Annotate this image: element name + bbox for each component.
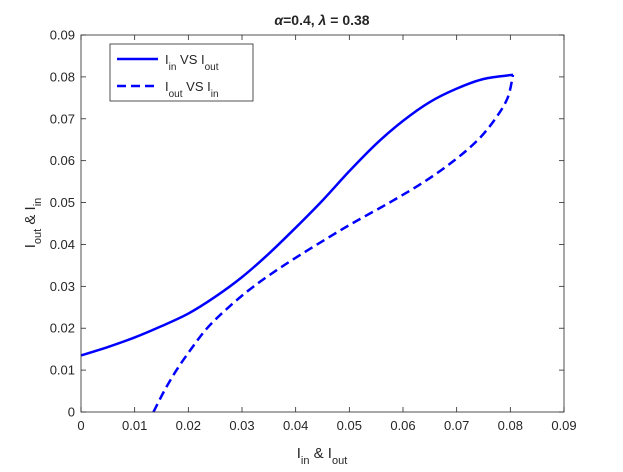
y-tick-label: 0.02 <box>50 321 75 336</box>
y-tick-label: 0.08 <box>50 69 75 84</box>
series-line-dashed <box>152 74 515 413</box>
y-tick-label: 0.01 <box>50 363 75 378</box>
y-tick-label: 0.09 <box>50 28 75 43</box>
series-line-solid <box>80 73 514 357</box>
x-tick-label: 0.05 <box>337 418 362 433</box>
x-tick-label: 0.06 <box>390 418 415 433</box>
x-tick-label: 0.04 <box>283 418 308 433</box>
axes-box <box>80 34 565 413</box>
y-tick-label: 0.05 <box>50 195 75 210</box>
x-axis-label: Iin & Iout <box>297 445 348 467</box>
y-tick-label: 0.06 <box>50 153 75 168</box>
legend: Iin VS Iout Iout VS Iin <box>109 43 254 102</box>
x-tick-label: 0.03 <box>229 418 254 433</box>
y-tick-label: 0.03 <box>50 279 75 294</box>
x-tick-label: 0.08 <box>498 418 523 433</box>
chart-title: α=0.4, λ = 0.38 <box>274 12 369 28</box>
y-tick-label: 0.04 <box>50 237 75 252</box>
y-tick-label: 0.07 <box>50 111 75 126</box>
series-layer <box>80 73 515 413</box>
x-tick-label: 0.09 <box>551 418 576 433</box>
y-tick-label: 0 <box>68 405 75 420</box>
x-tick-label: 0 <box>77 418 84 433</box>
x-tick-label: 0.01 <box>122 418 147 433</box>
x-tick-label: 0.02 <box>176 418 201 433</box>
y-axis-label: Iout & Iin <box>22 198 44 249</box>
tick-group: 0 0.01 0.02 0.03 0.04 0.05 0.06 0.07 0.08 0.09 0 0.… <box>50 28 577 434</box>
x-tick-label: 0.07 <box>444 418 469 433</box>
legend-box <box>109 43 254 102</box>
